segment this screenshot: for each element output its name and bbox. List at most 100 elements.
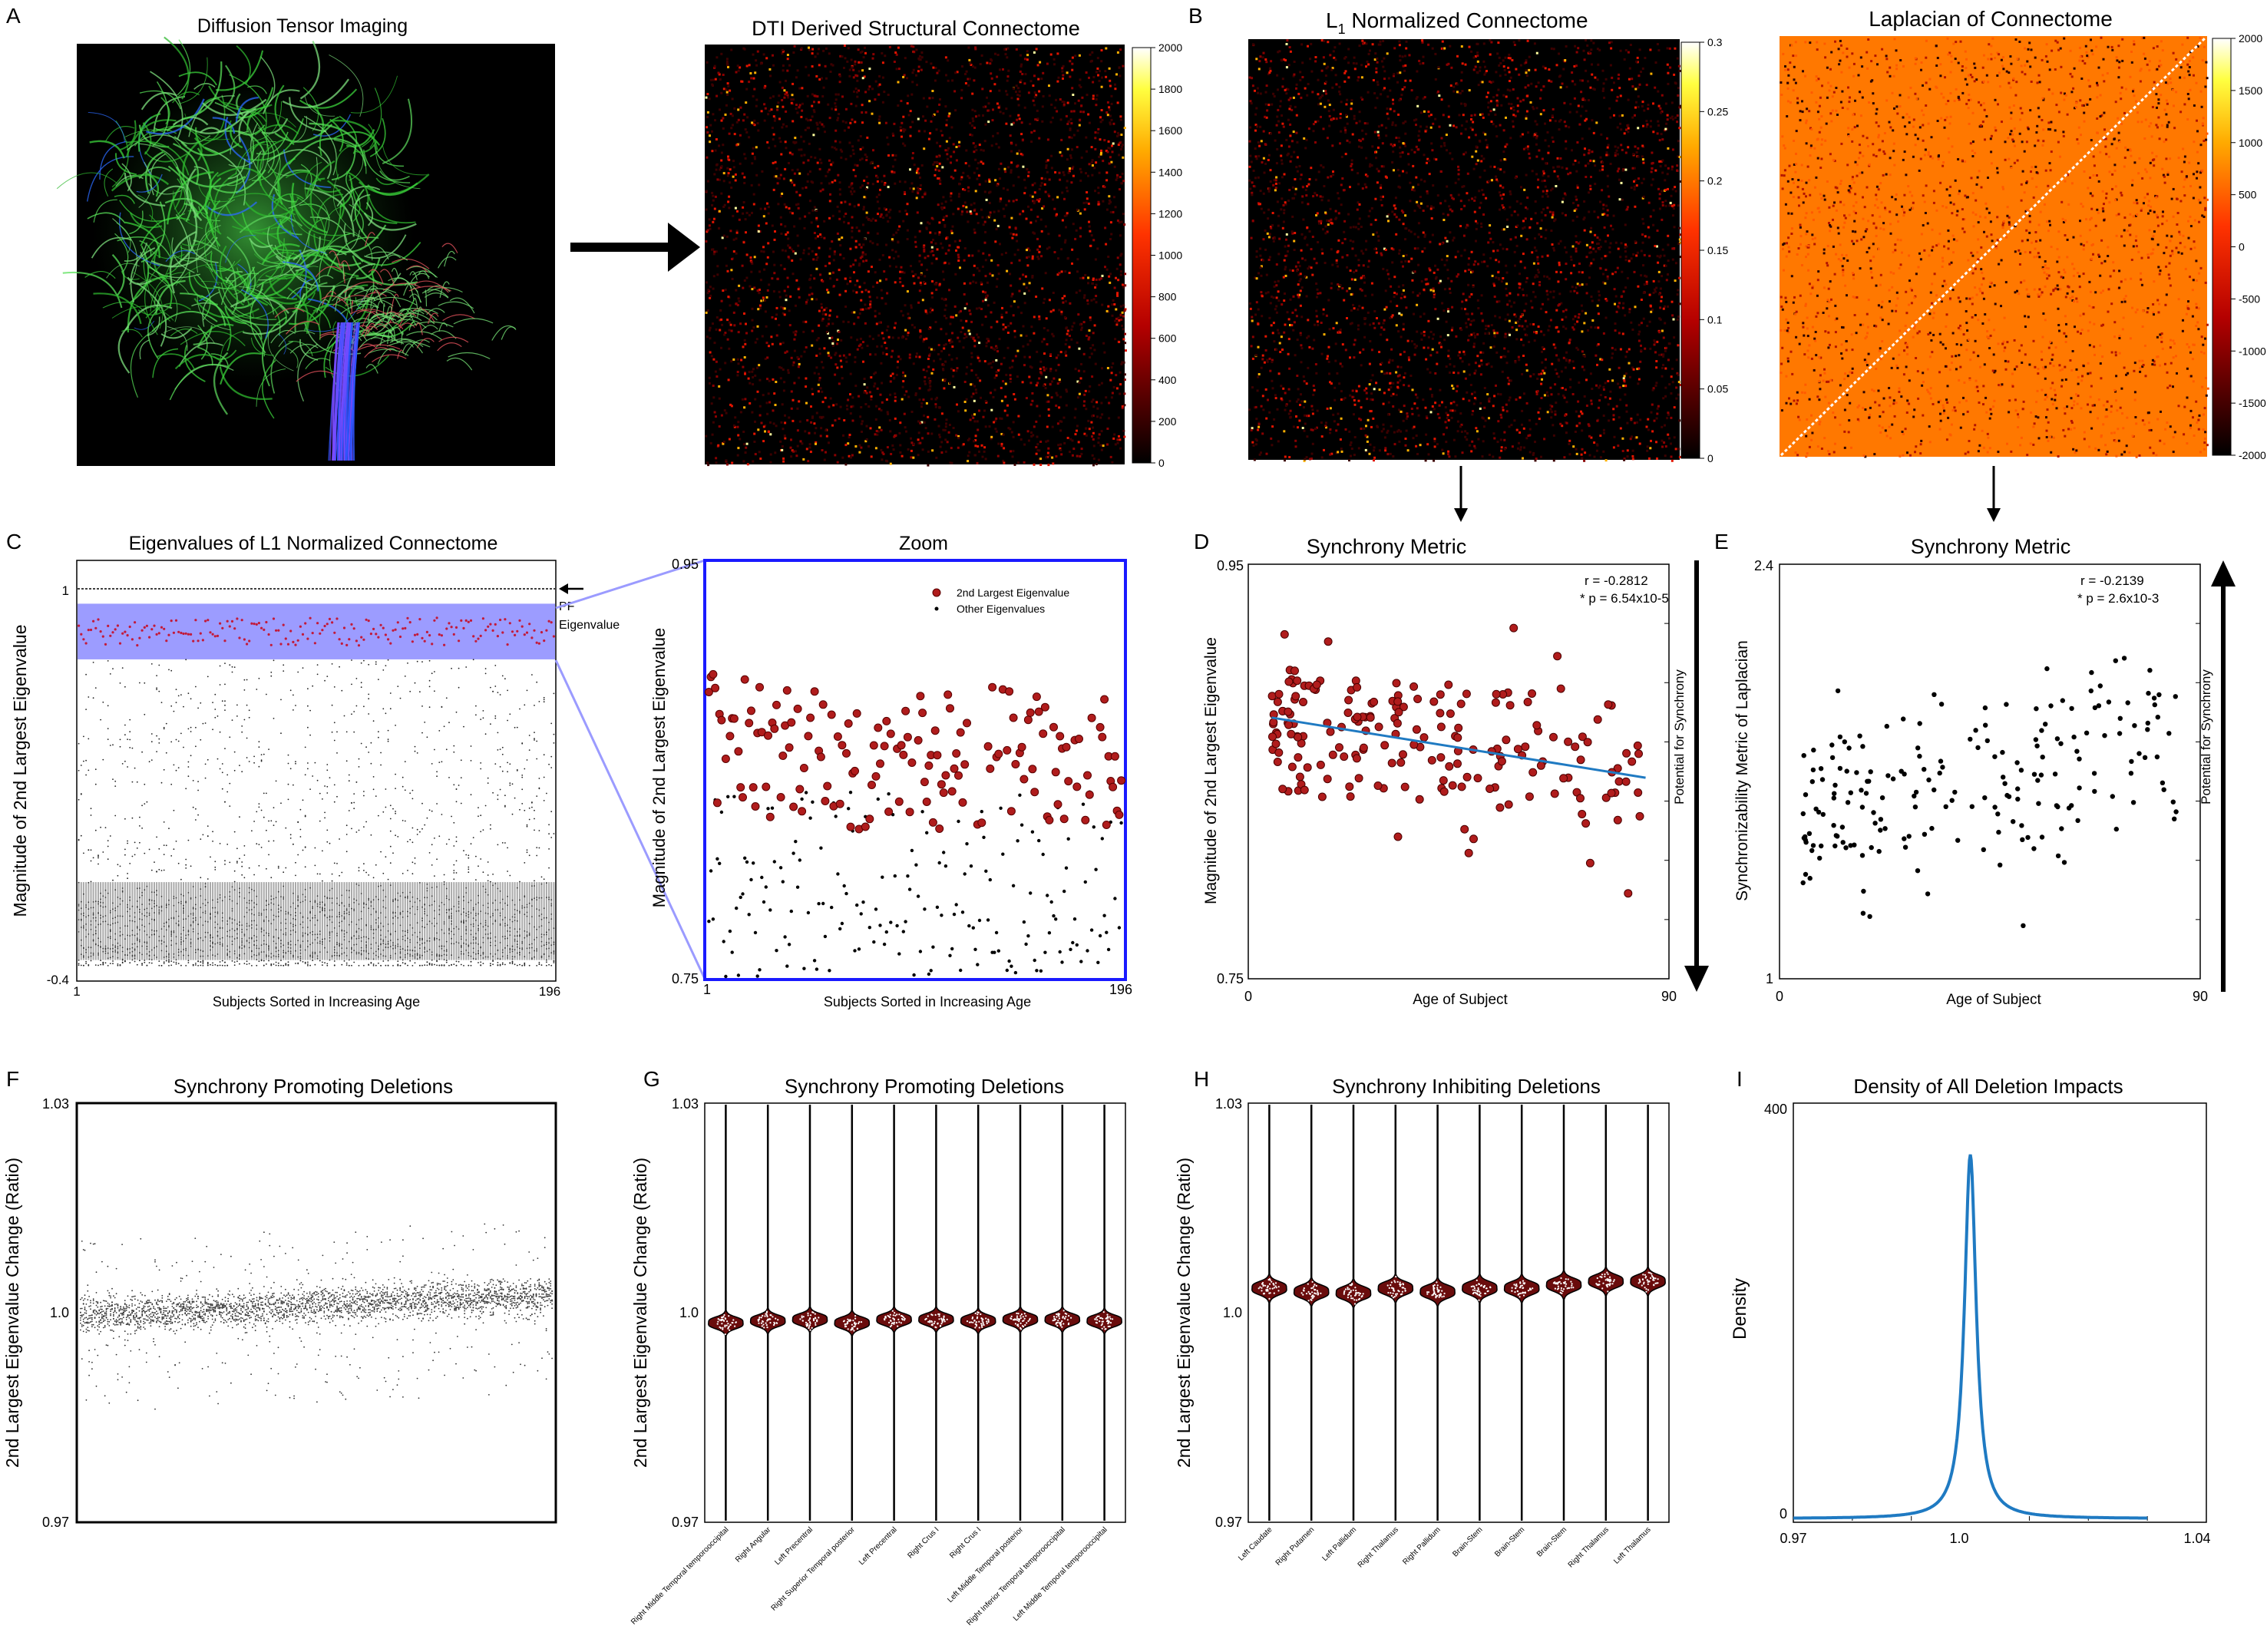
heatmap-cell	[751, 211, 753, 214]
heatmap-cell	[917, 65, 920, 68]
brain-fiber	[249, 237, 273, 248]
brain-fiber	[144, 151, 187, 163]
heatmap-cell	[1664, 346, 1667, 349]
heatmap-cell	[1380, 326, 1383, 329]
heatmap-cell	[1115, 387, 1119, 390]
brain-fiber	[219, 245, 245, 306]
heatmap-cell	[974, 281, 977, 284]
heatmap-cell	[1487, 325, 1490, 328]
heatmap-cell	[881, 61, 884, 64]
heatmap-cell	[915, 352, 918, 355]
heatmap-cell	[1281, 122, 1284, 125]
heatmap-cell	[1099, 416, 1102, 419]
heatmap-cell	[1317, 93, 1320, 96]
heatmap-cell	[1006, 332, 1010, 334]
brain-fiber	[339, 174, 353, 208]
heatmap-cell	[1066, 437, 1069, 439]
brain-fiber	[164, 36, 190, 100]
heatmap-cell	[815, 121, 818, 124]
heatmap-cell	[940, 328, 943, 331]
brain-fiber	[305, 358, 331, 369]
heatmap-cell	[1038, 137, 1041, 140]
brain-fiber	[140, 216, 190, 246]
heatmap-cell	[1072, 448, 1076, 451]
heatmap-cell	[1119, 141, 1122, 144]
cerebellum-fiber	[368, 269, 384, 284]
heatmap-cell	[1413, 189, 1416, 192]
heatmap-cell	[750, 260, 753, 263]
heatmap-cell	[834, 98, 838, 101]
heatmap-cell	[840, 339, 843, 342]
heatmap-cell	[1026, 264, 1029, 267]
heatmap-cell	[1017, 87, 1019, 90]
heatmap-cell	[1473, 199, 1476, 202]
heatmap-cell	[711, 433, 714, 436]
heatmap-cell	[775, 381, 778, 383]
brain-fiber	[153, 95, 186, 134]
heatmap-cell	[1080, 362, 1082, 365]
heatmap-cell	[1448, 455, 1451, 458]
heatmap-cell	[1459, 327, 1462, 330]
heatmap-cell	[1598, 238, 1601, 241]
heatmap-cell	[876, 200, 879, 203]
heatmap-cell	[1550, 393, 1553, 396]
heatmap-cell	[1482, 131, 1485, 134]
heatmap-cell	[1383, 70, 1386, 73]
heatmap-cell	[1588, 425, 1591, 428]
heatmap-cell	[785, 125, 788, 128]
heatmap-cell	[709, 286, 712, 289]
heatmap-cell	[938, 433, 941, 436]
heatmap-cell	[975, 392, 978, 395]
panel-letter-f: F	[6, 1067, 19, 1091]
heatmap-cell	[751, 370, 754, 373]
heatmap-cell	[760, 299, 763, 302]
heatmap-cell	[771, 224, 774, 227]
heatmap-cell	[825, 429, 828, 432]
brain-fiber	[292, 279, 308, 313]
heatmap-cell	[872, 53, 875, 56]
heatmap-cell	[825, 174, 828, 177]
heatmap-cell	[972, 120, 975, 123]
heatmap-cell	[1028, 282, 1031, 285]
heatmap-cell	[842, 257, 845, 260]
heatmap-cell	[986, 109, 990, 112]
heatmap-cell	[1297, 283, 1300, 286]
heatmap-cell	[833, 253, 836, 256]
heatmap-cell	[948, 341, 951, 344]
heatmap-cell	[1346, 289, 1349, 292]
heatmap-cell	[1522, 344, 1525, 347]
heatmap-cell	[1059, 98, 1062, 101]
heatmap-cell	[1009, 114, 1012, 117]
heatmap-cell	[732, 311, 735, 314]
heatmap-cell	[1536, 186, 1539, 189]
heatmap-cell	[803, 350, 806, 353]
heatmap-cell	[853, 90, 855, 93]
heatmap-cell	[725, 235, 729, 238]
heatmap-cell	[901, 270, 904, 273]
heatmap-cell	[1407, 356, 1410, 359]
heatmap-cell	[993, 388, 996, 392]
heatmap-cell	[1081, 96, 1084, 99]
heatmap-cell	[800, 154, 803, 157]
heatmap-cell	[1587, 329, 1589, 332]
heatmap-cell	[755, 338, 758, 341]
heatmap-cell	[1406, 412, 1409, 415]
heatmap-cell	[1610, 47, 1613, 50]
brain-fiber	[316, 193, 344, 223]
heatmap-cell	[1050, 396, 1053, 399]
heatmap-cell	[876, 180, 879, 183]
heatmap-cell	[1287, 412, 1290, 415]
heatmap-cell	[919, 281, 922, 284]
heatmap-cell	[851, 66, 854, 69]
heatmap-cell	[797, 358, 800, 360]
brain-fiber	[257, 127, 281, 183]
heatmap-cell	[896, 366, 899, 369]
heatmap-cell	[1119, 313, 1122, 316]
heatmap-cell	[1404, 79, 1407, 82]
heatmap-cell	[1628, 348, 1631, 351]
brain-fiber	[263, 273, 314, 296]
heatmap-cell	[808, 293, 811, 296]
heatmap-cell	[1056, 382, 1059, 385]
heatmap-cell	[1107, 140, 1110, 143]
heatmap-cell	[1284, 274, 1287, 277]
